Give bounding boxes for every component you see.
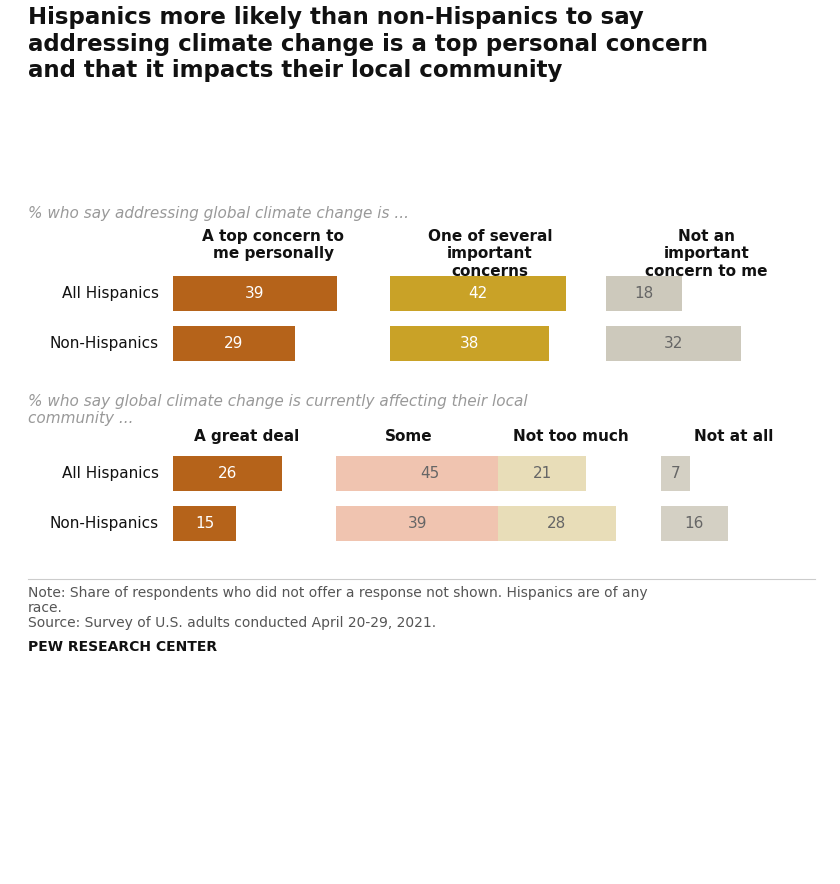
Text: 16: 16 [685,516,704,531]
Text: race.: race. [28,601,63,615]
Text: All Hispanics: All Hispanics [62,286,159,301]
Text: 28: 28 [547,516,566,531]
Text: 26: 26 [218,466,237,481]
Text: 7: 7 [670,466,680,481]
Bar [173,506,236,541]
Bar [606,276,682,311]
Bar [660,506,727,541]
Bar [335,456,524,491]
Text: 45: 45 [420,466,439,481]
Text: 42: 42 [468,286,487,301]
Bar [335,506,499,541]
Text: Not too much: Not too much [513,429,629,444]
Text: Some: Some [385,429,433,444]
Bar [660,456,690,491]
Bar [498,456,586,491]
Text: Not at all: Not at all [694,429,774,444]
Text: Not an
important
concern to me: Not an important concern to me [645,229,768,278]
Text: 18: 18 [634,286,654,301]
Text: % who say global climate change is currently affecting their local
community ...: % who say global climate change is curre… [28,394,528,426]
Bar [390,276,566,311]
Text: A great deal: A great deal [194,429,299,444]
Bar [173,276,337,311]
Text: 29: 29 [224,336,244,351]
Text: One of several
important
concerns: One of several important concerns [428,229,552,278]
Text: Hispanics more likely than non-Hispanics to say
addressing climate change is a t: Hispanics more likely than non-Hispanics… [28,6,708,82]
Text: 39: 39 [407,516,428,531]
Bar [173,456,282,491]
Text: 32: 32 [664,336,683,351]
Text: % who say addressing global climate change is ...: % who say addressing global climate chan… [28,206,409,221]
Bar [390,326,549,361]
Text: 15: 15 [195,516,214,531]
Bar [498,506,616,541]
Text: 38: 38 [459,336,479,351]
Bar [606,326,741,361]
Text: Non-Hispanics: Non-Hispanics [50,516,159,531]
Text: 39: 39 [245,286,265,301]
Text: All Hispanics: All Hispanics [62,466,159,481]
Text: Non-Hispanics: Non-Hispanics [50,336,159,351]
Bar [173,326,295,361]
Text: Note: Share of respondents who did not offer a response not shown. Hispanics are: Note: Share of respondents who did not o… [28,586,648,600]
Text: PEW RESEARCH CENTER: PEW RESEARCH CENTER [28,640,217,654]
Text: 21: 21 [533,466,552,481]
Text: Source: Survey of U.S. adults conducted April 20-29, 2021.: Source: Survey of U.S. adults conducted … [28,616,436,630]
Text: A top concern to
me personally: A top concern to me personally [202,229,344,262]
